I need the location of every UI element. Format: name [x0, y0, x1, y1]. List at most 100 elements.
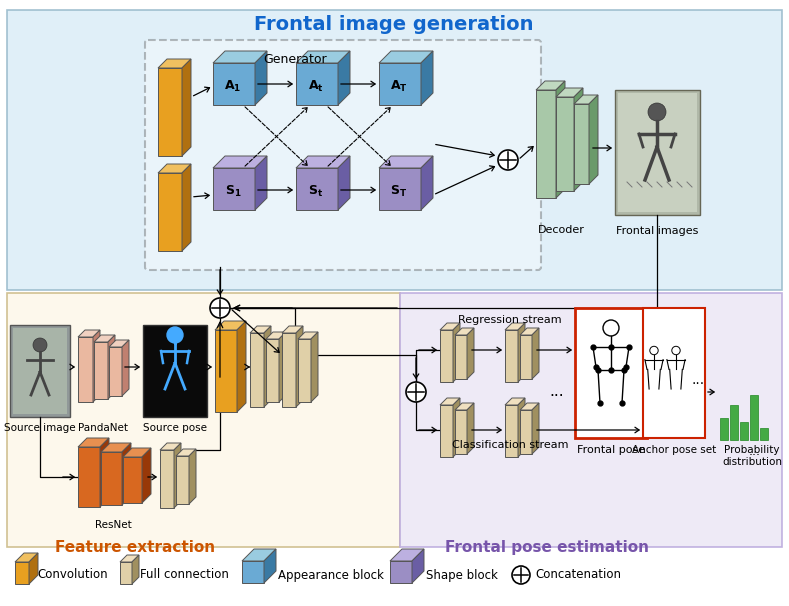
Polygon shape [536, 90, 556, 198]
Polygon shape [100, 438, 109, 507]
Polygon shape [237, 321, 246, 412]
Text: ...: ... [691, 373, 705, 387]
Polygon shape [29, 553, 38, 584]
Polygon shape [532, 403, 539, 454]
FancyBboxPatch shape [575, 308, 647, 438]
Circle shape [603, 320, 619, 336]
Polygon shape [296, 51, 350, 63]
Polygon shape [7, 10, 782, 290]
Polygon shape [505, 398, 525, 405]
Polygon shape [213, 63, 255, 105]
Polygon shape [120, 555, 139, 562]
Circle shape [167, 327, 183, 343]
Polygon shape [574, 88, 583, 191]
Circle shape [406, 382, 426, 402]
Polygon shape [412, 549, 424, 583]
FancyBboxPatch shape [10, 325, 70, 417]
Polygon shape [440, 330, 453, 382]
Polygon shape [160, 450, 174, 508]
Text: Full connection: Full connection [140, 568, 229, 582]
Polygon shape [453, 398, 460, 457]
Polygon shape [120, 562, 132, 584]
Text: Feature extraction: Feature extraction [55, 540, 215, 555]
Polygon shape [250, 333, 264, 407]
Polygon shape [94, 335, 115, 342]
Polygon shape [213, 51, 267, 63]
Polygon shape [160, 443, 181, 450]
Text: $\mathbf{A_T}$: $\mathbf{A_T}$ [390, 78, 408, 93]
Polygon shape [730, 405, 738, 440]
Polygon shape [518, 398, 525, 457]
Polygon shape [279, 332, 286, 402]
Text: Anchor pose set: Anchor pose set [632, 445, 716, 455]
Polygon shape [505, 330, 518, 382]
Polygon shape [455, 328, 474, 335]
Text: PandaNet: PandaNet [78, 423, 128, 433]
Polygon shape [15, 553, 38, 562]
Polygon shape [108, 335, 115, 399]
Polygon shape [78, 447, 100, 507]
Polygon shape [556, 88, 583, 97]
Polygon shape [467, 328, 474, 379]
Polygon shape [189, 449, 196, 504]
Polygon shape [94, 342, 108, 399]
Polygon shape [505, 323, 525, 330]
Text: Source pose: Source pose [143, 423, 207, 433]
FancyBboxPatch shape [615, 90, 700, 215]
Polygon shape [338, 51, 350, 105]
Polygon shape [740, 422, 748, 440]
Polygon shape [93, 330, 100, 402]
Polygon shape [750, 395, 758, 440]
Circle shape [671, 346, 680, 355]
Polygon shape [15, 562, 29, 584]
Polygon shape [122, 443, 131, 505]
Text: $\mathbf{S_1}$: $\mathbf{S_1}$ [225, 184, 241, 199]
Polygon shape [255, 51, 267, 105]
Polygon shape [101, 452, 122, 505]
Polygon shape [298, 339, 311, 402]
Polygon shape [520, 328, 539, 335]
Polygon shape [421, 156, 433, 210]
Polygon shape [379, 51, 433, 63]
Polygon shape [440, 323, 460, 330]
Polygon shape [123, 457, 142, 503]
Polygon shape [440, 405, 453, 457]
FancyBboxPatch shape [13, 328, 67, 414]
Polygon shape [158, 59, 191, 68]
Circle shape [210, 298, 230, 318]
Polygon shape [455, 335, 467, 379]
Polygon shape [455, 403, 474, 410]
Text: Concatenation: Concatenation [535, 568, 621, 582]
Text: ResNet: ResNet [95, 520, 132, 530]
Polygon shape [390, 561, 412, 583]
Text: Probability
distribution: Probability distribution [722, 445, 782, 467]
Polygon shape [242, 561, 264, 583]
Polygon shape [453, 323, 460, 382]
Polygon shape [520, 410, 532, 454]
Polygon shape [467, 403, 474, 454]
FancyBboxPatch shape [643, 308, 705, 438]
Text: Convolution: Convolution [37, 568, 107, 582]
Circle shape [648, 103, 666, 121]
Text: Appearance block: Appearance block [278, 568, 384, 582]
Polygon shape [264, 326, 271, 407]
Polygon shape [556, 97, 574, 191]
Polygon shape [255, 156, 267, 210]
Polygon shape [213, 168, 255, 210]
Text: $\mathbf{A_t}$: $\mathbf{A_t}$ [308, 78, 324, 93]
Text: Frontal pose estimation: Frontal pose estimation [445, 540, 649, 555]
FancyBboxPatch shape [145, 40, 541, 270]
Polygon shape [182, 59, 191, 156]
Polygon shape [250, 326, 271, 333]
Polygon shape [455, 410, 467, 454]
Text: Source image: Source image [4, 423, 76, 433]
Polygon shape [520, 403, 539, 410]
Polygon shape [296, 63, 338, 105]
Polygon shape [122, 340, 129, 396]
Polygon shape [282, 326, 303, 333]
Polygon shape [505, 405, 518, 457]
Polygon shape [296, 156, 350, 168]
Text: Decoder: Decoder [537, 225, 585, 235]
Polygon shape [215, 321, 246, 330]
Polygon shape [266, 339, 279, 402]
